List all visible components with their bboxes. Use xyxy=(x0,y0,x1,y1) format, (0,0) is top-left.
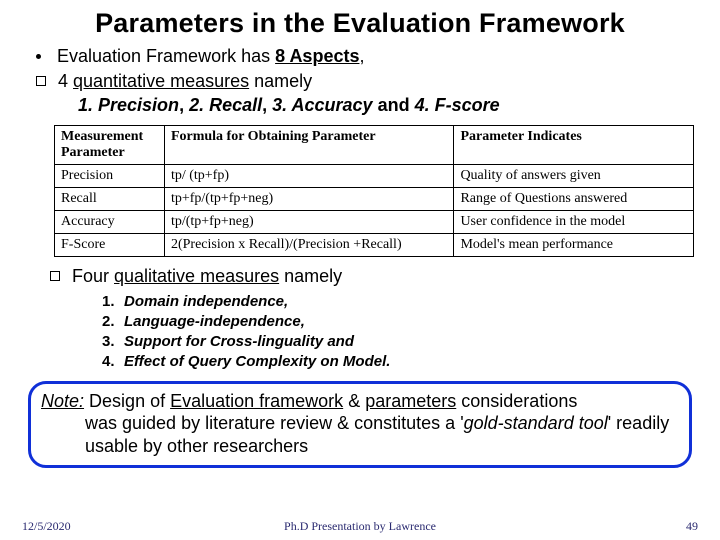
list-item: 3. Support for Cross-linguality and xyxy=(102,332,698,352)
bullet-dot-icon xyxy=(36,54,41,59)
bullet-aspects: Evaluation Framework has 8 Aspects, xyxy=(36,45,698,68)
parameter-table: Measurement Parameter Formula for Obtain… xyxy=(54,125,694,258)
bullet-qual: Four qualitative measures namely xyxy=(50,265,698,288)
th-formula: Formula for Obtaining Parameter xyxy=(164,125,453,164)
quant-list-line: 1. Precision, 2. Recall, 3. Accuracy and… xyxy=(78,94,698,117)
bullet-quant: 4 quantitative measures namely xyxy=(36,70,698,93)
list-item: 1. Domain independence, xyxy=(102,292,698,312)
slide-title: Parameters in the Evaluation Framework xyxy=(22,8,698,39)
note-line2: was guided by literature review & consti… xyxy=(41,412,679,457)
table-row: F-Score 2(Precision x Recall)/(Precision… xyxy=(55,233,694,256)
list-item: 2. Language-independence, xyxy=(102,312,698,332)
th-measurement: Measurement Parameter xyxy=(55,125,165,164)
slide: Parameters in the Evaluation Framework E… xyxy=(0,0,720,540)
note-label: Note: xyxy=(41,391,84,411)
th-indicates: Parameter Indicates xyxy=(454,125,694,164)
footer-page: 49 xyxy=(686,519,698,534)
table-header-row: Measurement Parameter Formula for Obtain… xyxy=(55,125,694,164)
list-item: 4. Effect of Query Complexity on Model. xyxy=(102,352,698,372)
note-callout: Note: Design of Evaluation framework & p… xyxy=(28,381,692,469)
bullet-text: Evaluation Framework has 8 Aspects, xyxy=(57,45,364,68)
bullet-text: 4 quantitative measures namely xyxy=(58,70,312,93)
footer-center: Ph.D Presentation by Lawrence xyxy=(0,519,720,534)
square-bullet-icon xyxy=(36,76,46,86)
table: Measurement Parameter Formula for Obtain… xyxy=(54,125,694,258)
table-row: Recall tp+fp/(tp+fp+neg) Range of Questi… xyxy=(55,187,694,210)
table-row: Accuracy tp/(tp+fp+neg) User confidence … xyxy=(55,210,694,233)
qual-list: 1. Domain independence, 2. Language-inde… xyxy=(102,292,698,373)
square-bullet-icon xyxy=(50,271,60,281)
table-row: Precision tp/ (tp+fp) Quality of answers… xyxy=(55,164,694,187)
bullet-text: Four qualitative measures namely xyxy=(72,265,342,288)
